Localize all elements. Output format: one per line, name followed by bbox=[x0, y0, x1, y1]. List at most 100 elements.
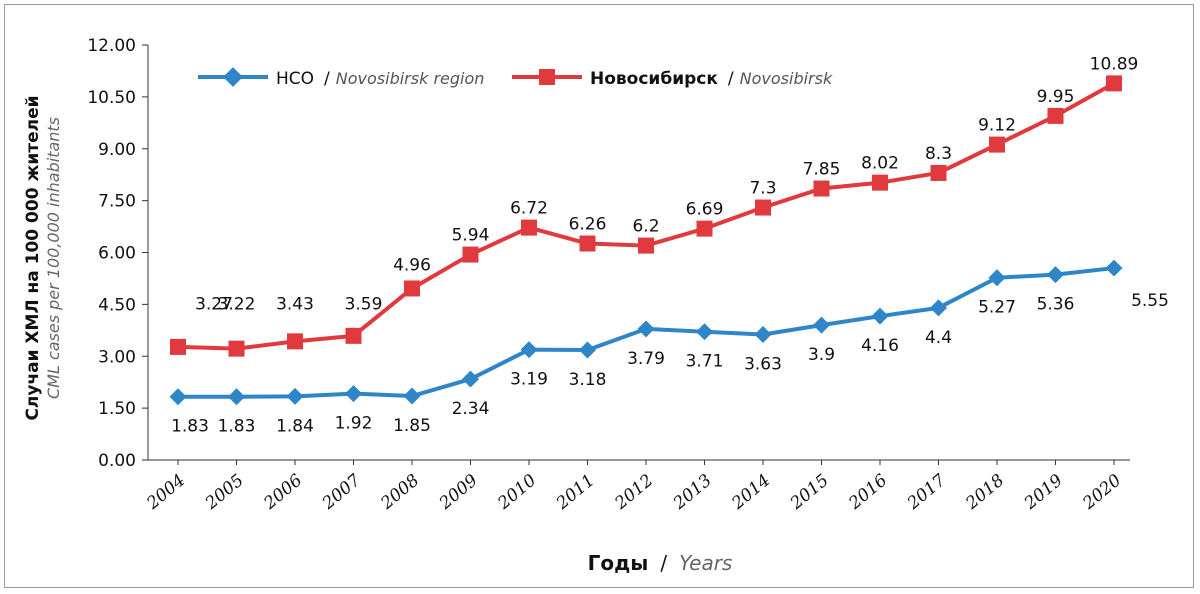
data-label-nso: 3.19 bbox=[510, 370, 548, 390]
data-point-nso bbox=[696, 323, 713, 341]
y-axis-ticks: 0.00 1.50 3.00 4.50 6.00 7.50 9.00 10.50 12.00 bbox=[87, 36, 148, 471]
x-tick-label: 2009 bbox=[435, 470, 482, 514]
data-label-nso: 1.84 bbox=[276, 416, 314, 436]
x-tick-label: 2014 bbox=[727, 471, 774, 515]
data-point-nso bbox=[1047, 266, 1064, 284]
data-label-novosibirsk: 8.3 bbox=[925, 144, 952, 164]
x-tick-label: 2008 bbox=[376, 470, 423, 514]
x-tick-label: 2010 bbox=[493, 470, 540, 514]
x-axis-title-sep: / bbox=[660, 551, 667, 575]
data-label-novosibirsk: 6.72 bbox=[510, 199, 548, 219]
legend-marker-novosibirsk bbox=[539, 69, 555, 85]
x-axis-ticks: 2004 2005 2006 2007 2008 2009 2010 2011 2012 2013… bbox=[142, 460, 1125, 514]
data-label-novosibirsk: 4.96 bbox=[393, 255, 431, 275]
data-point-nso bbox=[579, 341, 596, 359]
data-labels-layer: 1.83 1.83 1.84 1.92 1.85 2.34 3.19 3.18 3.79 3.71… bbox=[171, 54, 1169, 436]
data-point-novosibirsk bbox=[521, 219, 537, 236]
data-point-nso bbox=[1105, 259, 1123, 277]
x-tick-label: 2005 bbox=[201, 471, 248, 515]
y-tick-label: 7.50 bbox=[98, 192, 136, 212]
data-point-novosibirsk bbox=[638, 237, 654, 254]
data-point-nso bbox=[228, 388, 245, 406]
data-point-novosibirsk bbox=[228, 340, 245, 357]
data-label-nso: 3.9 bbox=[808, 345, 835, 365]
x-tick-label: 2019 bbox=[1020, 470, 1067, 514]
data-label-nso: 5.36 bbox=[1037, 295, 1075, 315]
legend-label-nso: НСО / Novosibirsk region bbox=[276, 69, 484, 89]
legend-label-novosibirsk-ru: Новосибирск bbox=[590, 69, 718, 89]
x-tick-label: 2015 bbox=[786, 471, 833, 515]
data-label-nso: 1.85 bbox=[393, 416, 431, 436]
data-label-novosibirsk: 9.12 bbox=[978, 116, 1016, 136]
y-tick-label: 4.50 bbox=[98, 295, 136, 315]
data-label-novosibirsk: 7.3 bbox=[749, 179, 776, 199]
x-tick-label: 2012 bbox=[610, 471, 657, 515]
y-tick-label: 9.00 bbox=[98, 140, 136, 160]
legend-label-novosibirsk: Новосибирск / Novosibirsk bbox=[590, 69, 833, 89]
legend-item-novosibirsk: Новосибирск / Novosibirsk bbox=[512, 69, 833, 89]
y-tick-label: 6.00 bbox=[98, 244, 136, 264]
data-label-novosibirsk: 8.02 bbox=[861, 154, 899, 174]
x-tick-label: 2004 bbox=[142, 471, 189, 515]
data-label-novosibirsk: 3.27 bbox=[195, 294, 233, 314]
data-point-nso bbox=[169, 388, 187, 406]
y-axis-title: Случаи ХМЛ на 100 000 жителей CML cases … bbox=[23, 95, 63, 420]
y-tick-label: 12.00 bbox=[87, 36, 136, 56]
data-point-novosibirsk bbox=[462, 246, 479, 263]
legend-marker-nso bbox=[223, 67, 243, 87]
data-label-nso: 3.63 bbox=[744, 354, 782, 374]
x-axis-title-ru: Годы bbox=[588, 551, 649, 575]
data-point-nso bbox=[754, 325, 772, 343]
data-point-nso bbox=[813, 316, 830, 334]
data-point-nso bbox=[462, 370, 479, 388]
data-label-nso: 4.16 bbox=[861, 336, 899, 356]
data-point-novosibirsk bbox=[696, 220, 713, 237]
data-point-novosibirsk bbox=[813, 180, 830, 197]
data-point-nso bbox=[403, 387, 421, 405]
legend-label-nso-en: Novosibirsk region bbox=[336, 69, 485, 88]
data-point-novosibirsk bbox=[1047, 107, 1064, 124]
data-point-novosibirsk bbox=[170, 338, 186, 355]
y-axis-title-en: CML cases per 100,000 inhabitants bbox=[44, 117, 63, 399]
data-point-novosibirsk bbox=[930, 164, 947, 181]
data-point-nso bbox=[988, 269, 1006, 287]
x-tick-label: 2017 bbox=[903, 470, 950, 514]
legend-label-nso-ru: НСО bbox=[276, 69, 314, 89]
x-tick-label: 2013 bbox=[669, 471, 716, 515]
data-label-novosibirsk: 3.59 bbox=[345, 294, 383, 314]
data-label-novosibirsk: 5.94 bbox=[452, 226, 490, 246]
data-point-nso bbox=[286, 387, 304, 405]
data-point-novosibirsk bbox=[872, 174, 888, 191]
data-label-nso: 3.71 bbox=[686, 352, 724, 372]
data-point-novosibirsk bbox=[345, 327, 362, 344]
data-label-nso: 2.34 bbox=[452, 399, 490, 419]
y-tick-label: 10.50 bbox=[87, 88, 136, 108]
data-point-novosibirsk bbox=[579, 235, 596, 252]
data-point-novosibirsk bbox=[287, 333, 303, 350]
data-point-novosibirsk bbox=[989, 136, 1005, 153]
data-point-nso bbox=[930, 299, 947, 317]
data-point-novosibirsk bbox=[1106, 75, 1122, 92]
data-point-nso bbox=[520, 341, 538, 359]
x-axis-title-en: Years bbox=[679, 551, 732, 575]
legend-label-novosibirsk-sep: / bbox=[728, 69, 734, 89]
legend: НСО / Novosibirsk region Новосибирск / N… bbox=[198, 67, 833, 89]
y-tick-label: 1.50 bbox=[98, 399, 136, 419]
data-label-novosibirsk: 6.69 bbox=[686, 200, 724, 220]
data-label-nso: 1.83 bbox=[171, 417, 209, 437]
chart-frame bbox=[4, 4, 1194, 588]
data-label-novosibirsk: 6.26 bbox=[569, 215, 607, 235]
data-label-novosibirsk: 9.95 bbox=[1037, 87, 1075, 107]
data-label-nso: 5.27 bbox=[978, 298, 1016, 318]
data-point-novosibirsk bbox=[404, 280, 420, 297]
data-label-nso: 1.92 bbox=[335, 414, 373, 434]
x-tick-label: 2020 bbox=[1078, 470, 1125, 514]
legend-label-novosibirsk-en: Novosibirsk bbox=[740, 69, 833, 88]
y-tick-label: 0.00 bbox=[98, 451, 136, 471]
legend-label-nso-sep: / bbox=[324, 69, 330, 89]
x-tick-label: 2016 bbox=[844, 470, 891, 514]
data-label-nso: 3.79 bbox=[627, 349, 665, 369]
y-axis-title-ru: Случаи ХМЛ на 100 000 жителей bbox=[23, 95, 43, 420]
data-label-nso: 3.18 bbox=[569, 370, 607, 390]
